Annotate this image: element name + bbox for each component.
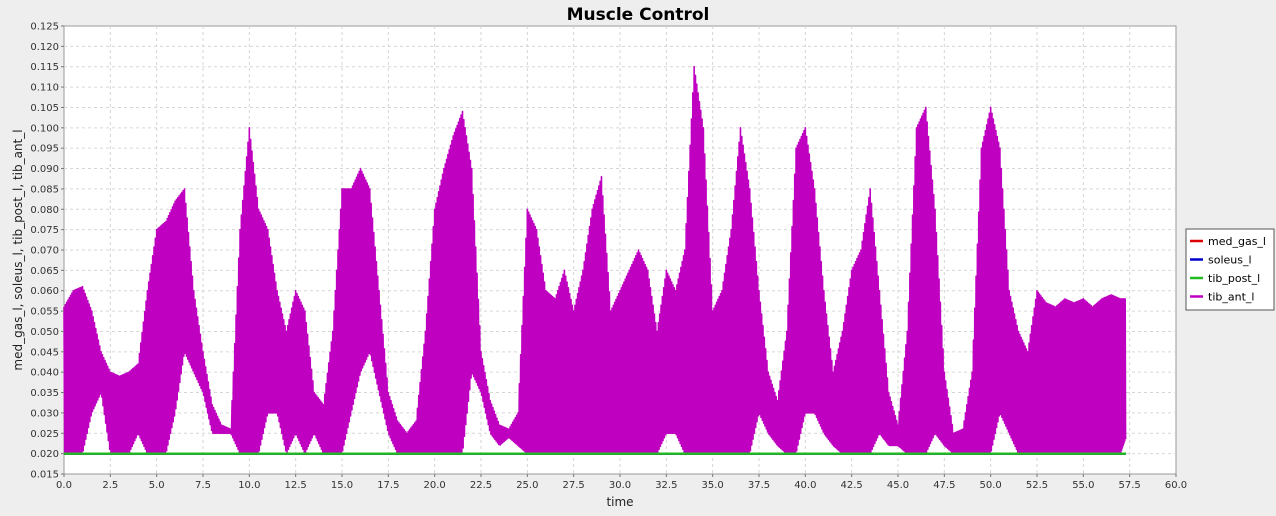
x-tick-label: 12.5 — [285, 480, 307, 491]
x-tick-label: 32.5 — [655, 480, 677, 491]
x-tick-label: 30.0 — [609, 480, 631, 491]
x-tick-label: 55.0 — [1072, 480, 1094, 491]
y-tick-label: 0.030 — [30, 408, 59, 419]
legend-label-soleus_l: soleus_l — [1208, 254, 1252, 267]
x-tick-label: 17.5 — [377, 480, 399, 491]
chart-title: Muscle Control — [567, 5, 710, 25]
x-tick-label: 52.5 — [1026, 480, 1048, 491]
y-tick-label: 0.080 — [30, 205, 59, 216]
x-tick-label: 45.0 — [887, 480, 909, 491]
y-tick-label: 0.085 — [30, 184, 59, 195]
x-tick-label: 7.5 — [195, 480, 211, 491]
y-tick-label: 0.045 — [30, 347, 59, 358]
y-tick-label: 0.015 — [30, 470, 59, 481]
y-tick-label: 0.050 — [30, 327, 59, 338]
y-tick-label: 0.065 — [30, 266, 59, 277]
y-tick-label: 0.025 — [30, 429, 59, 440]
y-tick-label: 0.095 — [30, 144, 59, 155]
y-tick-label: 0.060 — [30, 286, 59, 297]
x-tick-label: 35.0 — [702, 480, 724, 491]
x-tick-label: 0.0 — [56, 480, 72, 491]
y-tick-label: 0.110 — [30, 83, 59, 94]
series-lines — [63, 65, 1127, 455]
y-tick-label: 0.055 — [30, 307, 59, 318]
y-tick-label: 0.105 — [30, 103, 59, 114]
y-tick-label: 0.020 — [30, 449, 59, 460]
legend-label-tib_ant_l: tib_ant_l — [1208, 291, 1254, 304]
x-axis: 0.0 2.5 5.0 7.5 10.0 12.5 15.0 17.5 20.0 22.5 25.0… — [56, 474, 1187, 491]
x-tick-label: 25.0 — [516, 480, 538, 491]
x-tick-label: 60.0 — [1165, 480, 1187, 491]
legend-label-med_gas_l: med_gas_l — [1208, 235, 1266, 248]
y-tick-label: 0.075 — [30, 225, 59, 236]
y-tick-label: 0.125 — [30, 22, 59, 33]
y-tick-label: 0.040 — [30, 368, 59, 379]
x-tick-label: 50.0 — [980, 480, 1002, 491]
legend: med_gas_l soleus_l tib_post_l tib_ant_l — [1185, 228, 1275, 311]
x-axis-title: time — [606, 495, 633, 509]
x-tick-label: 42.5 — [841, 480, 863, 491]
x-tick-label: 15.0 — [331, 480, 353, 491]
y-tick-label: 0.100 — [30, 123, 59, 134]
legend-label-tib_post_l: tib_post_l — [1208, 272, 1260, 285]
y-axis: 0.015 0.020 0.025 0.030 0.035 0.040 0.045 0.050… — [30, 22, 64, 481]
x-tick-label: 10.0 — [238, 480, 260, 491]
x-tick-label: 47.5 — [933, 480, 955, 491]
y-axis-title: med_gas_l, soleus_l, tib_post_l, tib_ant… — [11, 129, 25, 370]
y-tick-label: 0.035 — [30, 388, 59, 399]
x-tick-label: 20.0 — [424, 480, 446, 491]
x-tick-label: 27.5 — [563, 480, 585, 491]
x-tick-label: 37.5 — [748, 480, 770, 491]
x-tick-label: 57.5 — [1119, 480, 1141, 491]
y-tick-label: 0.120 — [30, 42, 59, 53]
y-tick-label: 0.090 — [30, 164, 59, 175]
x-tick-label: 2.5 — [102, 480, 118, 491]
x-tick-label: 22.5 — [470, 480, 492, 491]
y-tick-label: 0.070 — [30, 246, 59, 257]
x-tick-label: 40.0 — [794, 480, 816, 491]
x-tick-label: 5.0 — [149, 480, 165, 491]
y-tick-label: 0.115 — [30, 62, 59, 73]
